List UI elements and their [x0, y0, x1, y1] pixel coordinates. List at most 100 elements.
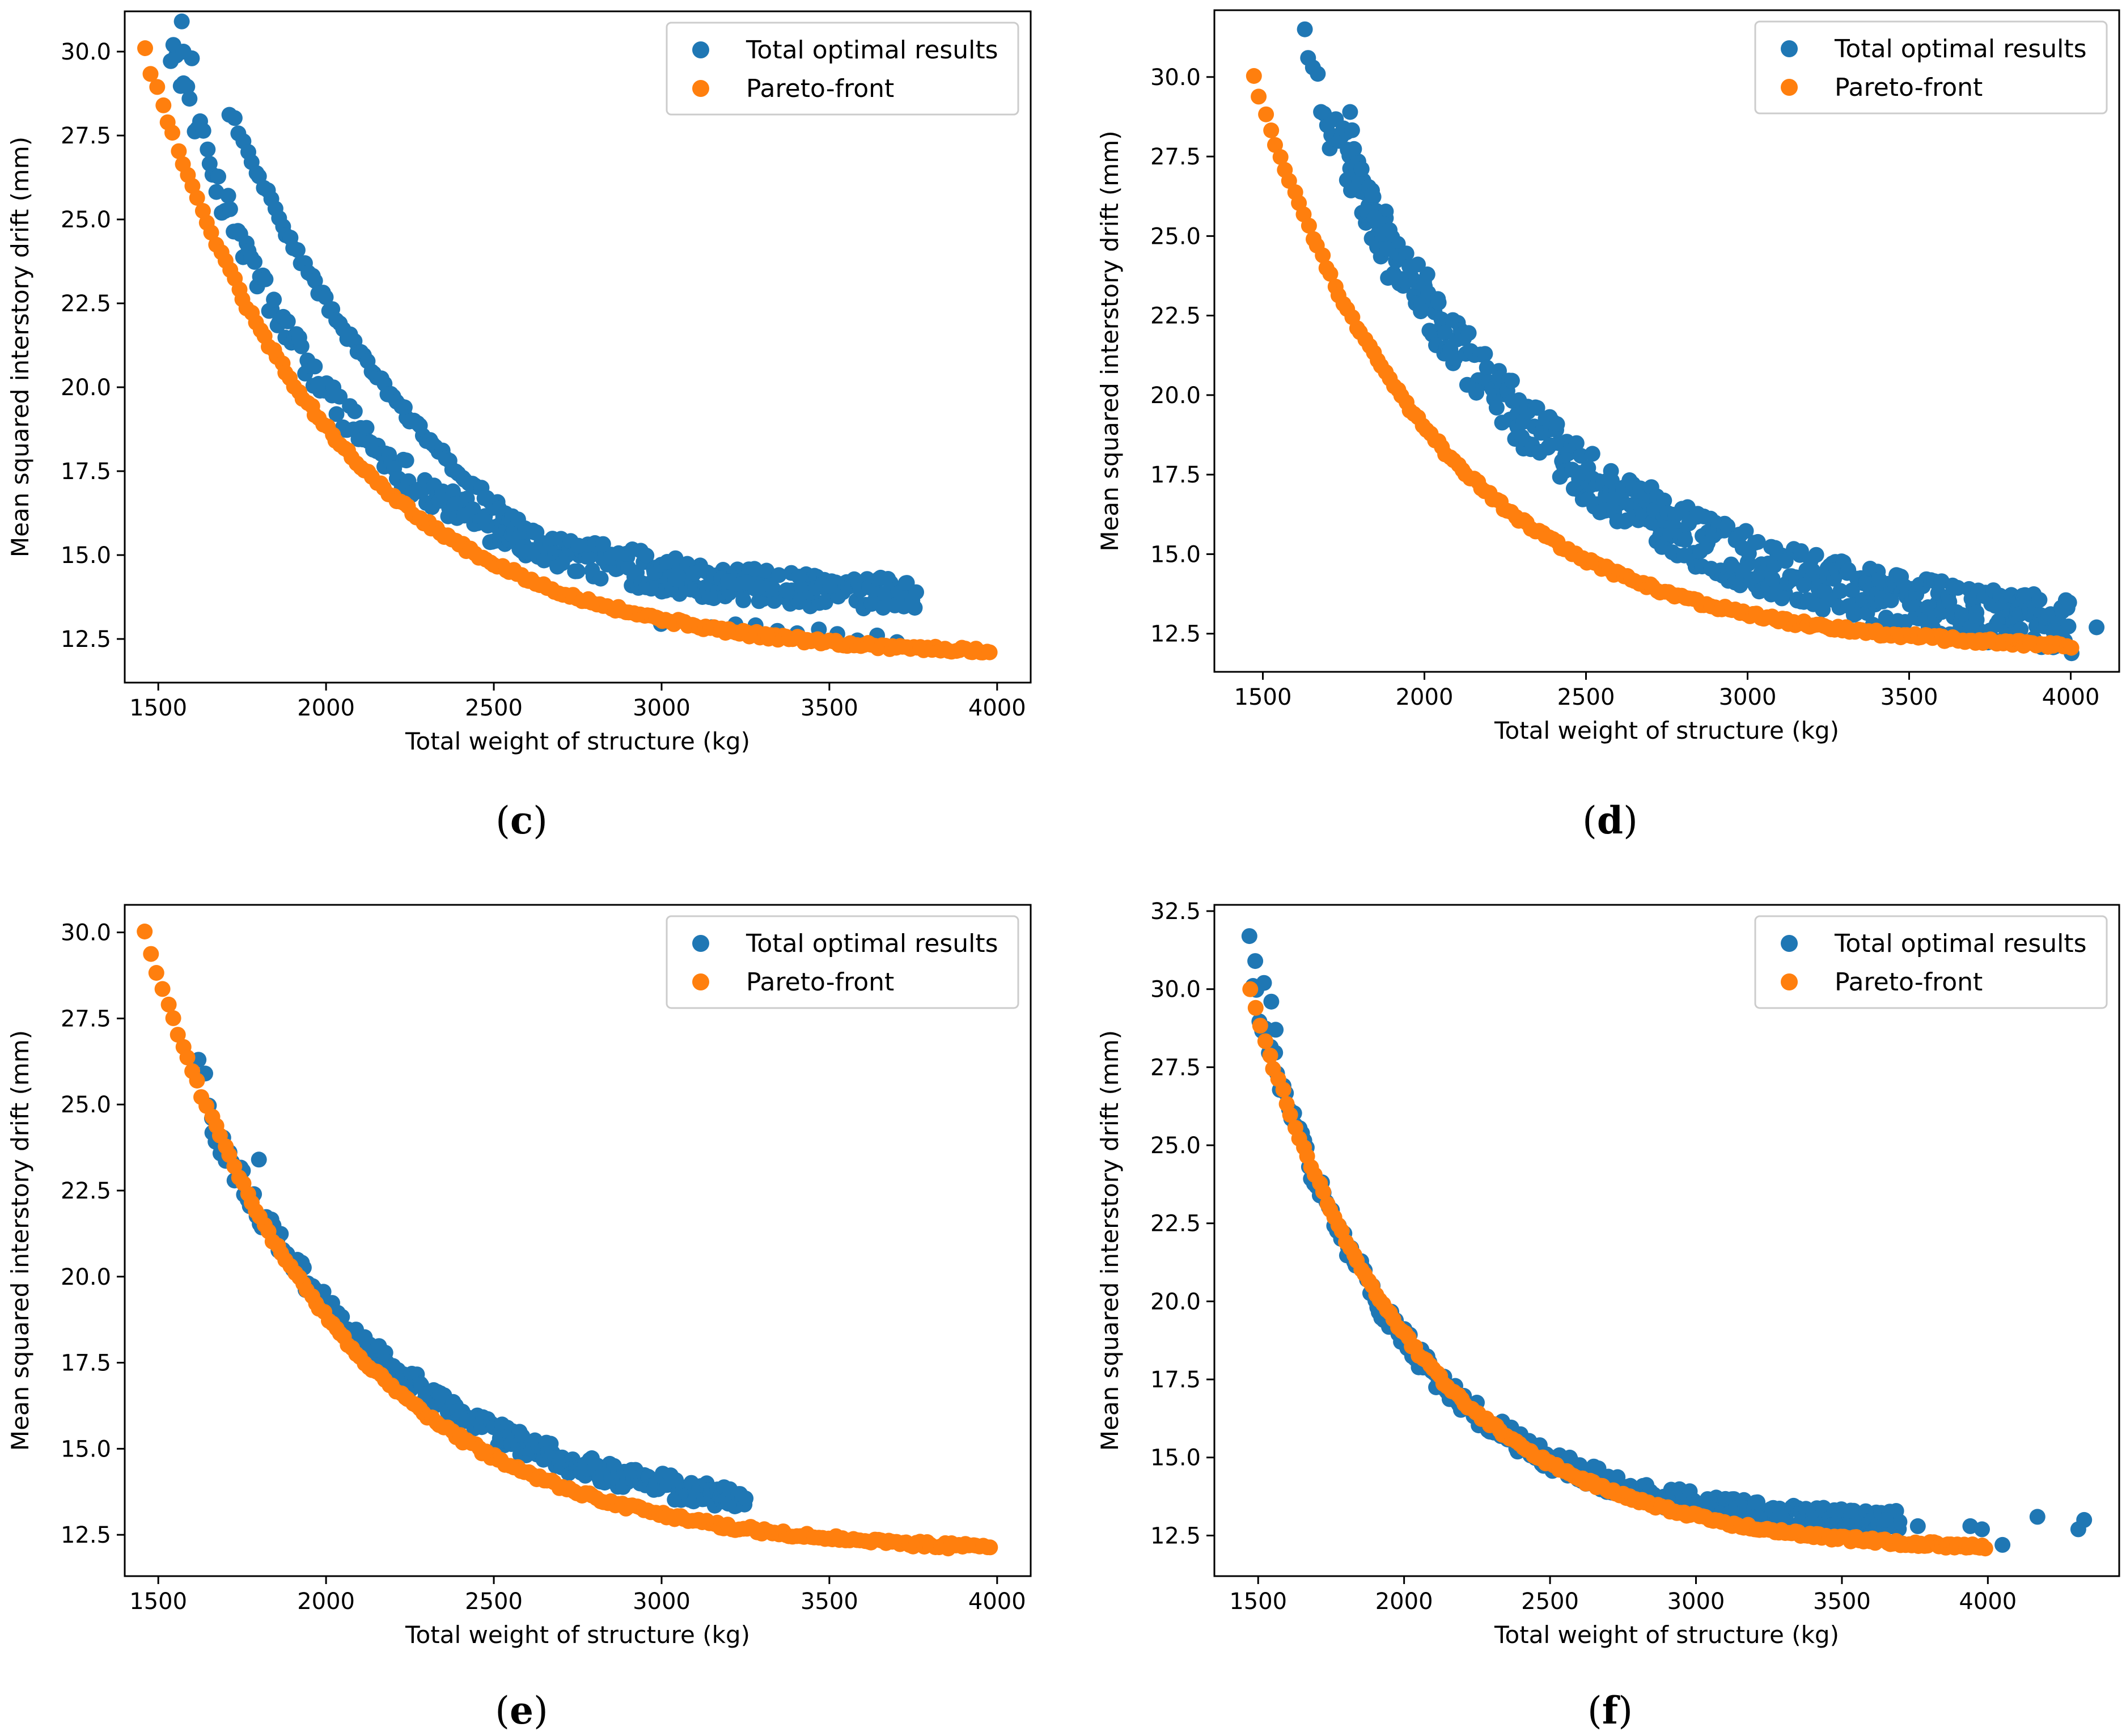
data-point	[175, 44, 192, 60]
chart-panel-c: 1500 2000 2500 3000 3500 4000 12.5 15.0 17.5 20.0…	[6, 10, 1032, 842]
x-tick-label: 2000	[1396, 684, 1454, 710]
series-pareto-front	[137, 40, 998, 660]
data-point	[1891, 1514, 1908, 1530]
y-tick-label: 15.0	[1150, 1445, 1201, 1471]
x-tick-label: 3000	[633, 695, 691, 721]
axes-frame	[1213, 9, 2120, 673]
data-point	[289, 242, 306, 259]
x-tick-label: 4000	[2042, 684, 2100, 710]
x-tick-label: 2500	[465, 1589, 523, 1615]
chart-panel-d: 1500 2000 2500 3000 3500 4000 12.5 15.0 17.5 20.0…	[1096, 9, 2120, 842]
y-tick-label: 30.0	[61, 39, 111, 65]
data-point	[907, 600, 923, 616]
series-pareto-front	[1246, 68, 2080, 656]
legend-marker	[692, 935, 709, 952]
scatter-points	[137, 924, 998, 1557]
data-point	[1258, 106, 1274, 122]
data-point	[1584, 446, 1600, 462]
data-point	[143, 946, 159, 962]
data-point	[179, 78, 196, 95]
y-tick-label: 30.0	[61, 920, 111, 946]
data-point	[203, 225, 219, 241]
legend-marker	[692, 41, 709, 58]
data-point	[791, 569, 807, 585]
data-point	[2061, 594, 2077, 611]
data-point	[1353, 161, 1370, 177]
x-tick-label: 3500	[1881, 684, 1938, 710]
data-point	[195, 122, 211, 139]
data-point	[1263, 993, 1280, 1010]
data-point	[595, 536, 611, 552]
data-point	[328, 406, 345, 422]
data-point	[332, 388, 348, 405]
data-point	[1777, 553, 1794, 569]
data-point	[2063, 640, 2080, 656]
data-point	[251, 1151, 267, 1168]
data-point	[1410, 256, 1426, 273]
data-point	[173, 13, 190, 29]
data-point	[1878, 1511, 1894, 1528]
y-tick-label: 15.0	[1150, 541, 1201, 568]
data-point	[220, 188, 236, 204]
data-point	[770, 567, 787, 583]
x-tick-label: 3000	[633, 1589, 691, 1615]
legend: Total optimal results Pareto-front	[1754, 20, 2108, 115]
y-tick-label: 30.0	[1150, 65, 1201, 91]
legend-box	[1754, 915, 2108, 1009]
x-tick-label: 3500	[801, 695, 858, 721]
legend-label: Pareto-front	[746, 74, 894, 103]
legend-label: Total optimal results	[746, 929, 998, 958]
data-point	[1310, 66, 1326, 82]
data-point	[137, 924, 153, 939]
y-tick-label: 12.5	[1150, 621, 1201, 647]
data-point	[1342, 104, 1358, 120]
data-point	[293, 338, 310, 354]
caption-open: (	[1587, 1689, 1602, 1733]
x-tick-label: 4000	[968, 1589, 1026, 1615]
caption-open: (	[495, 1689, 510, 1733]
y-tick-label: 12.5	[1150, 1523, 1201, 1549]
data-point	[189, 1073, 205, 1089]
caption-open: (	[1582, 799, 1597, 842]
data-point	[1247, 1000, 1264, 1016]
data-point	[279, 313, 296, 329]
data-point	[1832, 583, 1849, 599]
data-point	[1346, 141, 1362, 157]
data-point	[1398, 245, 1414, 262]
data-point	[2060, 618, 2077, 634]
scatter-points	[1246, 21, 2105, 662]
data-point	[759, 562, 775, 579]
data-point	[1241, 928, 1257, 945]
legend-label: Total optimal results	[1834, 35, 2087, 63]
data-point	[2029, 1509, 2045, 1525]
data-point	[1315, 247, 1331, 264]
y-tick-label: 22.5	[1150, 1211, 1201, 1237]
data-point	[1301, 218, 1317, 234]
data-point	[739, 574, 755, 591]
caption-letter: f	[1602, 1688, 1620, 1733]
caption-letter: e	[510, 1688, 533, 1733]
x-tick-label: 1500	[1229, 1589, 1287, 1615]
y-axis-label: Mean squared interstory drift (mm)	[6, 1030, 34, 1451]
y-tick-label: 15.0	[61, 543, 111, 569]
x-tick-label: 2500	[465, 695, 523, 721]
data-point	[226, 110, 243, 126]
y-tick-label: 17.5	[61, 1350, 111, 1377]
y-tick-label: 20.0	[61, 375, 111, 401]
y-tick-label: 27.5	[61, 123, 111, 149]
legend: Total optimal results Pareto-front	[666, 22, 1019, 116]
data-point	[2031, 592, 2048, 608]
data-point	[735, 592, 752, 608]
data-point	[257, 271, 274, 287]
y-tick-label: 20.0	[61, 1264, 111, 1290]
y-tick-label: 27.5	[1150, 144, 1201, 170]
data-point	[1268, 1022, 1284, 1038]
legend-box	[666, 915, 1019, 1009]
data-point	[1529, 400, 1545, 416]
data-point	[1477, 346, 1493, 362]
x-tick-label: 2500	[1557, 684, 1615, 710]
data-point	[1282, 1107, 1298, 1123]
data-point	[1977, 1540, 1993, 1557]
x-axis-label: Total weight of structure (kg)	[405, 1621, 750, 1649]
x-tick-label: 3500	[801, 1589, 858, 1615]
